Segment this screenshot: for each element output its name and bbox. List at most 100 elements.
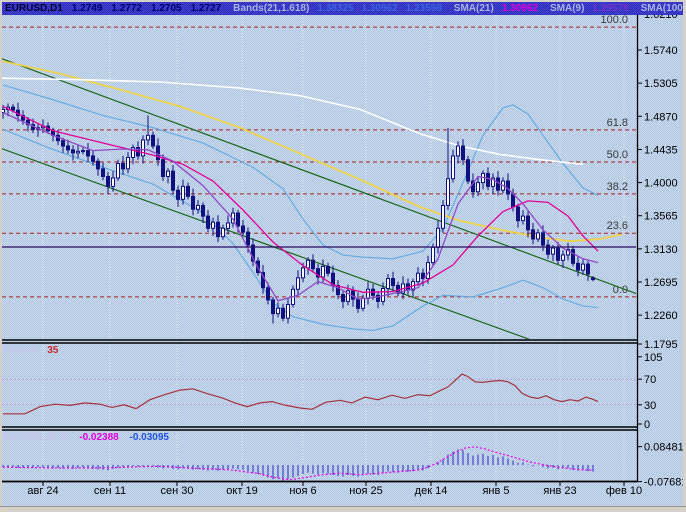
price-axis-label: 1.5740 — [644, 45, 678, 57]
candle-body — [451, 155, 455, 180]
candle-body — [281, 307, 285, 319]
candle-body — [486, 172, 490, 187]
fibonacci-label: 100.0 — [600, 14, 628, 26]
candle-body — [441, 204, 445, 229]
candle-body — [96, 160, 100, 170]
candle-body — [386, 278, 390, 289]
candle-body — [346, 290, 350, 302]
candle-body — [581, 263, 585, 271]
candle-body — [306, 259, 310, 269]
candle-body — [541, 232, 545, 246]
candle-body — [121, 163, 125, 170]
candle-body — [546, 244, 550, 255]
fibonacci-label: 50.0 — [607, 149, 628, 161]
candle-body — [276, 307, 280, 315]
time-axis-label: сен 30 — [161, 485, 194, 497]
sma-long-line — [2, 77, 584, 166]
bands-lower-value: 1.23598 — [405, 3, 442, 14]
time-axis-label: авг 24 — [27, 485, 58, 497]
candle-body — [391, 278, 395, 286]
macd-pane[interactable] — [2, 446, 594, 482]
candle-body — [166, 170, 170, 177]
fibonacci-label: 38.2 — [607, 181, 628, 193]
candle-body — [456, 145, 460, 157]
candle-body — [101, 168, 105, 177]
candle-body — [156, 145, 160, 161]
candle-body — [271, 299, 275, 315]
candle-body — [206, 215, 210, 229]
candle-body — [181, 185, 185, 200]
axes — [2, 2, 639, 483]
candle-body — [361, 297, 365, 309]
candlesticks — [2, 102, 595, 324]
macd-pane-header: MACD(5,26,5) -0.02388 -0.03095 — [4, 432, 169, 443]
candle-body — [186, 185, 190, 197]
rsi-line — [3, 373, 599, 415]
candle-body — [316, 268, 320, 278]
candle-body — [376, 294, 380, 302]
candle-body — [416, 272, 420, 283]
sma21-line — [2, 105, 599, 293]
candle-body — [521, 215, 525, 222]
candle-body — [461, 145, 465, 161]
candle-body — [321, 265, 325, 278]
candle-body — [241, 225, 245, 233]
candle-body — [201, 204, 205, 217]
candle-body — [476, 182, 480, 193]
candle-body — [556, 247, 560, 261]
sma21-value: 1.30962 — [501, 3, 538, 14]
candle-body — [221, 227, 225, 238]
window-frame-top — [0, 0, 686, 2]
candle-body — [191, 195, 195, 210]
rsi-axis-label: 105 — [644, 352, 662, 364]
price-axis-label: 1.2695 — [644, 277, 678, 289]
candle-body — [106, 175, 110, 187]
candle-body — [551, 247, 555, 255]
rsi-axis-label: 30 — [644, 400, 656, 412]
rsi-pane[interactable] — [2, 373, 636, 415]
macd-main-value: -0.02388 — [79, 432, 119, 443]
candle-body — [466, 159, 470, 182]
symbol-timeframe-label: EURUSD,D1 — [5, 3, 63, 14]
bands-middle-value: 1.30962 — [361, 3, 398, 14]
fibonacci-label: 61.8 — [607, 117, 628, 129]
candle-body — [446, 178, 450, 206]
time-axis-label: янв 23 — [543, 485, 576, 497]
price-axis-label: 1.4870 — [644, 111, 678, 123]
grid-lines — [42, 15, 625, 481]
candle-body — [216, 221, 220, 238]
time-axis-label: ноя 6 — [289, 485, 316, 497]
candle-body — [511, 193, 515, 208]
macd-signal-line — [2, 446, 594, 481]
price-axis-label: 1.1795 — [644, 339, 678, 351]
candle-body — [421, 272, 425, 280]
rsi-pane-header: RSI(14) 35 — [4, 345, 58, 356]
candle-body — [331, 272, 335, 286]
sma100-line — [2, 60, 623, 243]
rsi-axis-label: 70 — [644, 374, 656, 386]
sma9-line — [2, 111, 599, 302]
time-axis-label: дек 14 — [415, 485, 448, 497]
high-value: 1.2772 — [111, 3, 142, 14]
candle-body — [251, 244, 255, 262]
price-axis[interactable]: 1.62101.57401.53051.48701.44351.40001.35… — [637, 9, 686, 489]
candle-body — [341, 294, 345, 302]
rsi-axis-label: 0 — [644, 419, 650, 431]
candle-body — [71, 149, 75, 154]
candle-body — [11, 106, 15, 111]
time-axis[interactable]: авг 24 сен 11 сен 30 окт 19 ноя 6 ноя 25 дек 1… — [27, 482, 642, 497]
candle-body — [151, 134, 155, 147]
sma100-indicator-label: SMA(100) — [640, 3, 683, 14]
candle-body — [61, 140, 65, 147]
main-chart-pane[interactable]: 100.061.850.038.223.60.0 — [0, 14, 686, 345]
candle-body — [141, 139, 145, 157]
candle-body — [426, 262, 430, 280]
candle-body — [286, 303, 290, 319]
candle-body — [571, 249, 575, 264]
rsi-indicator-label: RSI(14) — [4, 345, 39, 356]
candle-body — [211, 221, 215, 229]
time-axis-label: фев 10 — [606, 485, 642, 497]
macd-axis-label: 0.08481 — [644, 442, 684, 454]
time-axis-label: сен 11 — [94, 485, 126, 497]
